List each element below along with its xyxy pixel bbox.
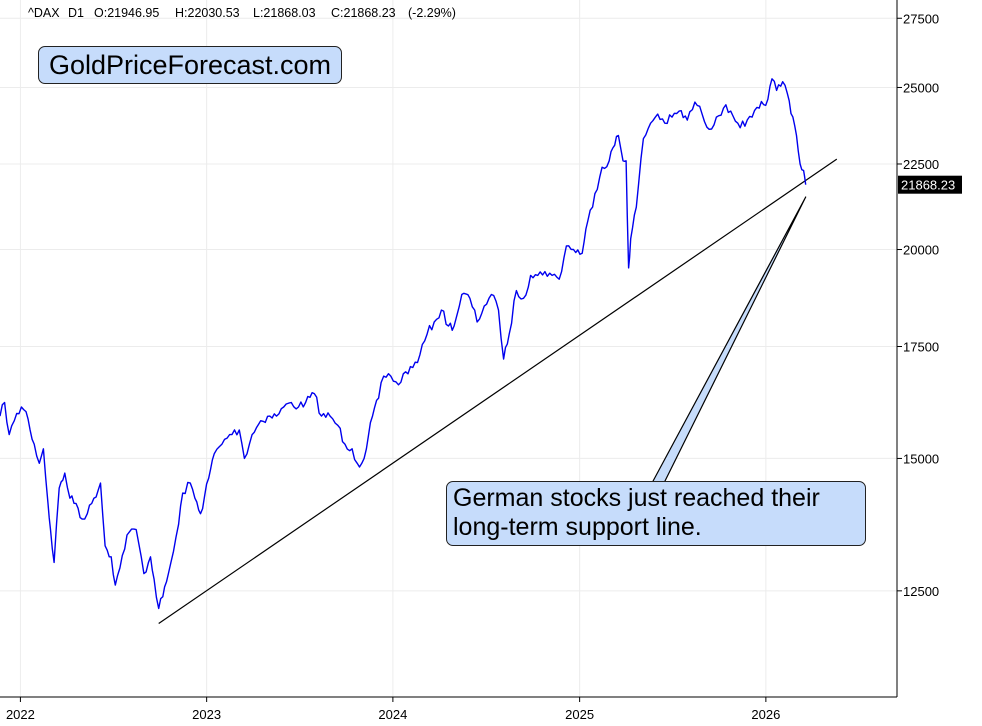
y-tick-label: 15000 <box>903 451 939 466</box>
plot-area <box>0 0 897 697</box>
header-high: H:22030.53 <box>175 6 240 20</box>
chart-header: ^DAX D1 O:21946.95 H:22030.53 L:21868.03… <box>28 6 456 20</box>
x-tick-label: 2026 <box>751 707 780 722</box>
gridlines <box>0 0 897 697</box>
header-symbol: ^DAX <box>28 6 60 20</box>
support-line <box>158 158 838 625</box>
header-close: C:21868.23 <box>331 6 396 20</box>
series-line-group <box>0 78 807 610</box>
price-tag-background <box>898 175 962 194</box>
y-tick-label: 17500 <box>903 339 939 354</box>
y-axis-ticks: 12500 15000 17500 20000 22500 25000 27500 <box>897 11 939 599</box>
support-trendline <box>158 158 838 625</box>
x-axis-ticks: 2022 2023 2024 2025 2026 <box>6 697 780 722</box>
y-tick-label: 27500 <box>903 11 939 26</box>
y-tick-label: 22500 <box>903 157 939 172</box>
header-low: L:21868.03 <box>253 6 316 20</box>
price-tag-value: 21868.23 <box>901 178 955 193</box>
x-tick-label: 2024 <box>378 707 407 722</box>
header-change: (-2.29%) <box>408 6 456 20</box>
price-tag: 21868.23 <box>898 175 962 194</box>
header-open: O:21946.95 <box>94 6 159 20</box>
x-tick-label: 2023 <box>192 707 221 722</box>
y-tick-label: 25000 <box>903 80 939 95</box>
x-tick-label: 2025 <box>565 707 594 722</box>
y-tick-label: 20000 <box>903 243 939 258</box>
header-timeframe: D1 <box>68 6 84 20</box>
annotation-callout: German stocks just reached their long-te… <box>446 481 866 546</box>
brand-watermark: GoldPriceForecast.com <box>38 46 342 84</box>
series-line <box>0 78 807 610</box>
y-tick-label: 12500 <box>903 584 939 599</box>
x-tick-label: 2022 <box>6 707 35 722</box>
